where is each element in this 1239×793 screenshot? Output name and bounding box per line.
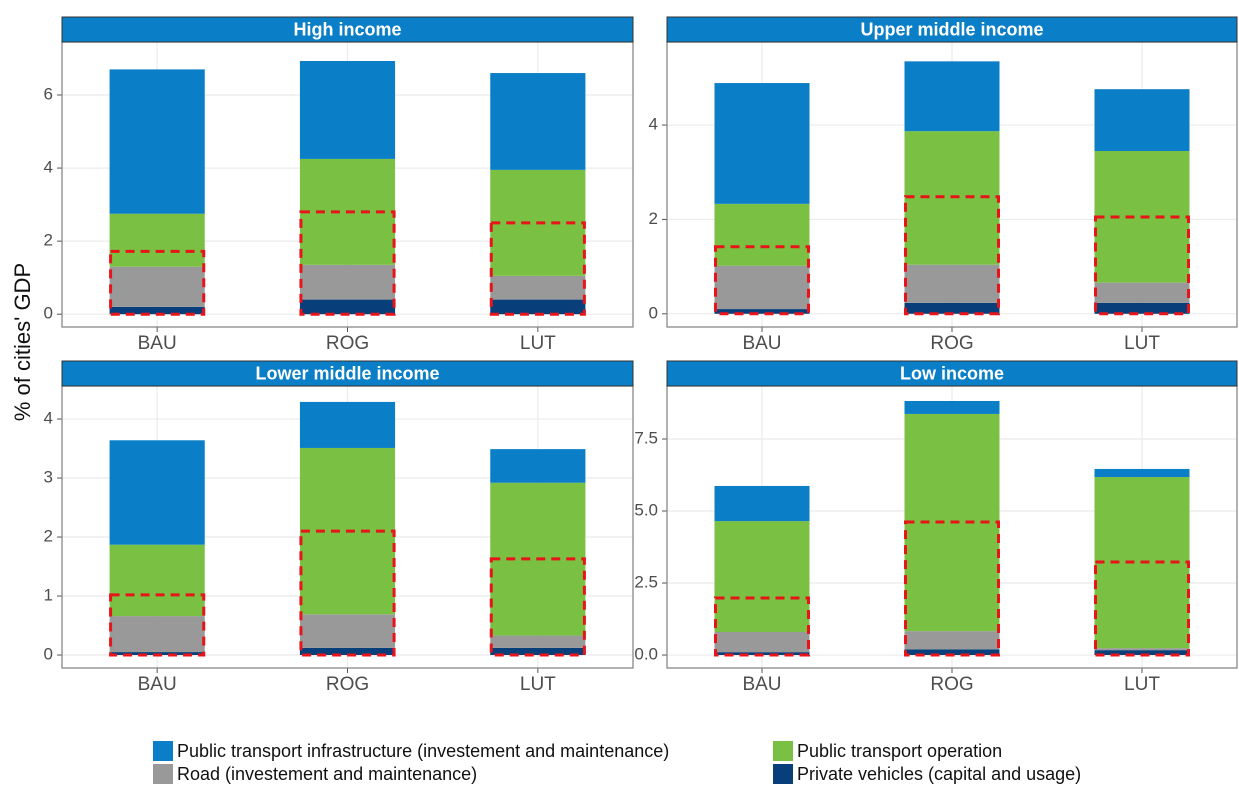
y-tick-label: 4 xyxy=(44,158,53,177)
bar-segment xyxy=(1094,89,1190,151)
bar-segment xyxy=(1094,650,1190,656)
x-tick-label: ROG xyxy=(930,674,973,695)
y-tick-label: 3 xyxy=(44,468,53,487)
y-tick-label: 1 xyxy=(44,586,53,605)
legend-label: Public transport infrastructure (investe… xyxy=(177,741,669,761)
dashed-box xyxy=(1094,215,1190,316)
y-tick-label: 0 xyxy=(44,645,53,664)
y-tick-label: 7.5 xyxy=(634,428,658,447)
facet-title: Low income xyxy=(900,363,1004,383)
x-tick-label: LUT xyxy=(520,333,556,354)
legend-swatch xyxy=(153,741,173,761)
x-tick-label: BAU xyxy=(742,674,781,695)
bar-segment xyxy=(1094,282,1190,303)
bar-segment xyxy=(490,647,586,656)
legend-swatch xyxy=(773,741,793,761)
dashed-box xyxy=(299,210,396,316)
bar-segment xyxy=(1094,648,1190,651)
dashed-box xyxy=(904,520,1000,657)
y-tick-label: 0.0 xyxy=(634,645,658,664)
bar-segment xyxy=(299,264,396,300)
bar-segment xyxy=(714,521,810,632)
dashed-box xyxy=(489,557,586,657)
bar-segment xyxy=(109,306,205,315)
y-tick-label: 2 xyxy=(44,231,53,250)
dashed-box xyxy=(109,593,206,657)
y-tick-label: 0 xyxy=(44,304,53,323)
facet-strip xyxy=(666,360,1238,387)
bar-segment xyxy=(109,266,205,307)
bar-segment xyxy=(109,616,205,653)
bar-segment xyxy=(299,401,396,448)
x-tick-label: BAU xyxy=(138,333,177,354)
legend-label: Private vehicles (capital and usage) xyxy=(797,764,1081,784)
x-tick-label: ROG xyxy=(930,333,973,354)
legend-label: Public transport operation xyxy=(797,741,1002,761)
dashed-box xyxy=(489,221,586,316)
y-tick-label: 2.5 xyxy=(634,573,658,592)
bar-segment xyxy=(714,83,810,204)
bar-segment xyxy=(1094,302,1190,314)
facet-strip xyxy=(61,16,634,43)
x-tick-label: ROG xyxy=(326,674,369,695)
bar-segment xyxy=(714,265,810,310)
bar-segment xyxy=(299,61,396,159)
bar-segment xyxy=(714,631,810,653)
bar-segment xyxy=(714,203,810,266)
dashed-box xyxy=(299,529,396,657)
dashed-box xyxy=(1094,560,1190,657)
y-axis-label: % of cities' GDP xyxy=(10,263,35,421)
facet-title: Lower middle income xyxy=(255,363,439,383)
dashed-box xyxy=(109,249,206,316)
bar-segment xyxy=(490,299,586,315)
x-tick-label: LUT xyxy=(1124,333,1160,354)
bar-segment xyxy=(109,213,205,267)
bar-segment xyxy=(904,649,1000,656)
bar-segment xyxy=(490,449,586,483)
y-tick-label: 4 xyxy=(44,409,53,428)
x-tick-label: BAU xyxy=(138,674,177,695)
bar-segment xyxy=(1094,468,1190,478)
bar-segment xyxy=(904,302,1000,314)
y-tick-label: 2 xyxy=(649,209,658,228)
bar-segment xyxy=(109,544,205,617)
bar-segment xyxy=(109,69,205,214)
bar-segment xyxy=(490,275,586,300)
y-tick-label: 6 xyxy=(44,84,53,103)
x-tick-label: LUT xyxy=(1124,674,1160,695)
bar-segment xyxy=(299,614,396,648)
bar-segment xyxy=(904,400,1000,414)
x-tick-label: ROG xyxy=(326,333,369,354)
facet-title: High income xyxy=(293,19,401,39)
dashed-box xyxy=(714,596,810,657)
bar-segment xyxy=(904,61,1000,132)
legend-label: Road (investement and maintenance) xyxy=(177,764,477,784)
bar-segment xyxy=(109,440,205,545)
facet-strip xyxy=(61,360,634,387)
y-tick-label: 0 xyxy=(649,303,658,322)
dashed-box xyxy=(904,195,1000,316)
y-tick-label: 5.0 xyxy=(634,500,658,519)
facet-title: Upper middle income xyxy=(860,19,1043,39)
legend-swatch xyxy=(773,764,793,784)
dashed-box xyxy=(714,245,810,316)
y-tick-label: 2 xyxy=(44,527,53,546)
y-tick-label: 4 xyxy=(649,115,658,134)
bar-segment xyxy=(714,485,810,522)
bar-segment xyxy=(904,631,1000,650)
legend-swatch xyxy=(153,764,173,784)
bar-segment xyxy=(904,264,1000,303)
bar-segment xyxy=(714,309,810,314)
bar-segment xyxy=(299,299,396,315)
x-tick-label: LUT xyxy=(520,674,556,695)
bar-segment xyxy=(299,647,396,656)
bar-segment xyxy=(490,635,586,648)
bar-segment xyxy=(490,73,586,170)
facet-strip xyxy=(666,16,1238,43)
x-tick-label: BAU xyxy=(742,333,781,354)
